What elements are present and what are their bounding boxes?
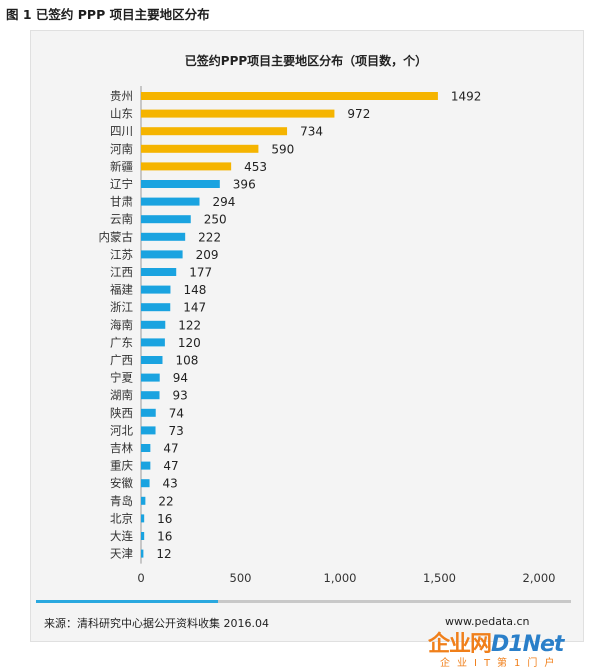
value-label: 972: [347, 107, 370, 121]
footer-divider: [36, 600, 571, 603]
bar: [141, 461, 151, 470]
category-label: 新疆: [110, 159, 133, 173]
category-label: 山东: [110, 107, 133, 121]
value-label: 12: [156, 547, 171, 561]
chart-panel: [30, 30, 584, 642]
source-note: 来源：清科研究中心据公开资料收集 2016.04: [44, 617, 269, 630]
value-label: 148: [183, 283, 206, 297]
category-label: 江西: [110, 265, 133, 279]
bar: [141, 303, 171, 312]
value-label: 43: [163, 477, 178, 491]
category-label: 宁夏: [110, 371, 133, 385]
category-label: 大连: [110, 529, 133, 543]
category-label: 江苏: [110, 247, 133, 261]
category-label: 重庆: [110, 459, 133, 473]
bar: [141, 320, 166, 329]
bar: [141, 514, 145, 523]
category-label: 海南: [110, 318, 133, 332]
category-label: 广西: [110, 353, 133, 367]
category-label: 吉林: [110, 441, 133, 455]
category-label: 贵州: [110, 89, 133, 103]
x-tick-label: 2,000: [523, 571, 556, 585]
bar: [141, 356, 163, 364]
bar: [141, 496, 146, 505]
value-label: 250: [204, 213, 227, 227]
category-label: 河南: [110, 142, 133, 156]
value-label: 120: [178, 336, 201, 350]
value-label: 209: [196, 248, 219, 262]
value-label: 93: [173, 389, 188, 403]
value-label: 73: [169, 424, 184, 438]
bar: [141, 444, 151, 452]
category-label: 天津: [110, 547, 133, 561]
watermark-logo: 企业网D1Net 企业IT第1门户: [428, 628, 600, 669]
category-label: 河北: [110, 423, 133, 437]
category-label: 云南: [110, 212, 133, 226]
value-label: 177: [189, 266, 212, 280]
bar: [141, 215, 191, 224]
bar: [141, 373, 160, 382]
bar: [141, 391, 160, 400]
value-label: 74: [169, 406, 184, 420]
bar: [141, 532, 145, 540]
value-label: 590: [271, 142, 294, 156]
category-label: 福建: [110, 283, 133, 297]
category-label: 陕西: [110, 406, 133, 420]
bar: [141, 162, 232, 171]
bar: [141, 232, 186, 241]
website-link[interactable]: www.pedata.cn: [445, 615, 530, 628]
chart-title: 已签约PPP项目主要地区分布（项目数，个）: [184, 54, 428, 68]
bar: [141, 479, 150, 488]
category-label: 青岛: [110, 494, 133, 508]
value-label: 294: [213, 195, 236, 209]
value-label: 1492: [451, 90, 482, 104]
value-label: 16: [157, 512, 172, 526]
value-label: 453: [244, 160, 267, 174]
bar: [141, 549, 144, 558]
watermark-tagline: 企业IT第1门户: [440, 658, 562, 669]
category-label: 安徽: [110, 476, 133, 490]
bar: [141, 250, 183, 259]
bar: [141, 408, 156, 417]
value-label: 22: [158, 494, 173, 508]
category-label: 甘肃: [110, 195, 133, 209]
figure-caption: 图 1 已签约 PPP 项目主要地区分布: [6, 7, 210, 22]
value-label: 47: [163, 442, 178, 456]
category-label: 浙江: [110, 300, 133, 314]
bar: [141, 92, 438, 100]
category-label: 北京: [110, 511, 133, 525]
value-label: 122: [178, 318, 201, 332]
value-label: 16: [157, 530, 172, 544]
value-label: 47: [163, 459, 178, 473]
bar: [141, 197, 200, 206]
watermark-brand: 企业网D1Net: [428, 632, 564, 657]
bar: [141, 180, 220, 188]
bar: [141, 127, 288, 136]
bar: [141, 338, 165, 347]
x-tick-label: 1,000: [324, 571, 357, 585]
value-label: 108: [175, 354, 198, 368]
bar: [141, 426, 156, 435]
value-label: 396: [233, 178, 256, 192]
bar: [141, 109, 335, 118]
value-label: 734: [300, 125, 323, 139]
category-label: 四川: [110, 124, 133, 138]
category-label: 辽宁: [110, 177, 133, 191]
value-label: 222: [198, 230, 221, 244]
category-label: 内蒙古: [99, 230, 134, 244]
bar: [141, 268, 177, 276]
x-tick-label: 1,500: [423, 571, 456, 585]
category-label: 广东: [110, 335, 133, 349]
value-label: 147: [183, 301, 206, 315]
x-tick-label: 0: [137, 571, 144, 585]
x-tick-label: 500: [230, 571, 252, 585]
footer-divider-accent: [36, 600, 218, 603]
bar: [141, 285, 171, 294]
value-label: 94: [173, 371, 188, 385]
bar: [141, 144, 259, 153]
category-label: 湖南: [110, 388, 133, 402]
